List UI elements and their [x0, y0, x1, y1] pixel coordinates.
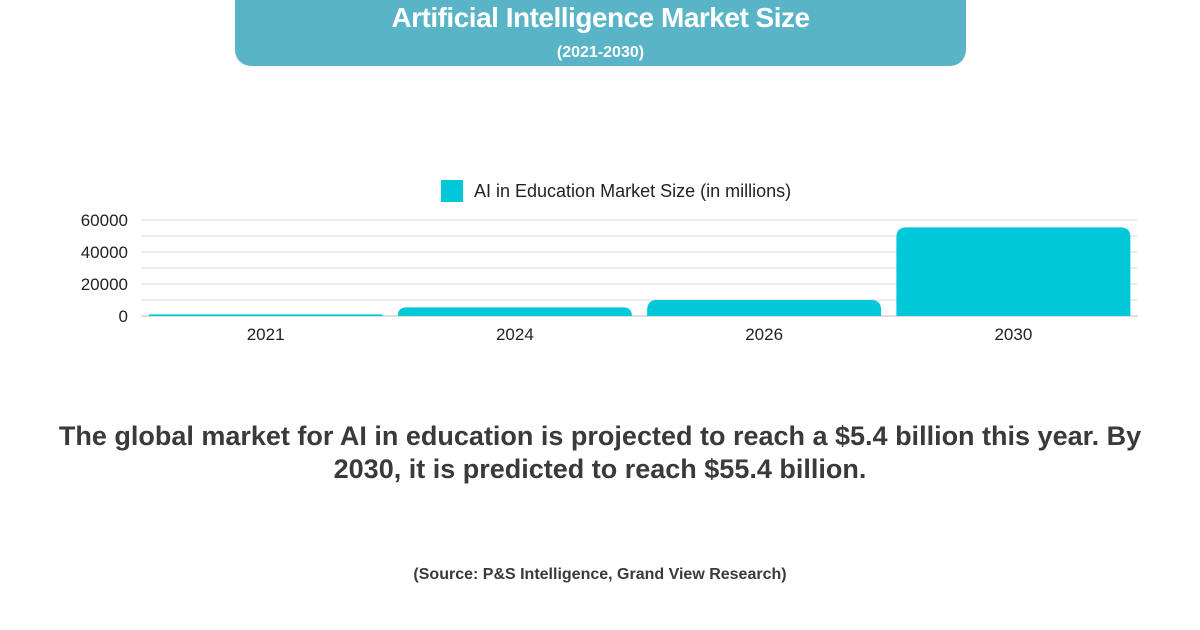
- x-tick-label: 2024: [496, 325, 534, 344]
- gridlines: [141, 219, 1138, 317]
- x-tick-label: 2026: [745, 325, 783, 344]
- bar-2024: [397, 307, 632, 316]
- y-tick-label: 0: [119, 307, 128, 326]
- header-banner: Artificial Intelligence Market Size (202…: [235, 0, 966, 66]
- page-title: Artificial Intelligence Market Size: [391, 2, 810, 33]
- x-tick-label: 2021: [247, 325, 285, 344]
- page-subtitle: (2021-2030): [556, 44, 645, 61]
- y-tick-label: 40000: [81, 243, 128, 262]
- y-axis-ticks: 0 20000 40000 60000: [81, 211, 128, 326]
- market-description: The global market for AI in education is…: [58, 421, 1142, 484]
- y-tick-label: 20000: [81, 275, 128, 294]
- legend-label: AI in Education Market Size (in millions…: [474, 181, 791, 201]
- bar-2021: [148, 314, 383, 316]
- source-citation: (Source: P&S Intelligence, Grand View Re…: [413, 566, 787, 583]
- legend-swatch: [441, 180, 463, 202]
- legend: AI in Education Market Size (in millions…: [441, 180, 791, 202]
- bars: [148, 227, 1131, 316]
- y-tick-label: 60000: [81, 211, 128, 230]
- x-tick-label: 2030: [994, 325, 1032, 344]
- bar-chart: 0 20000 40000 60000 2021 2024 2026 2030 AI in …: [81, 180, 1138, 344]
- x-axis-ticks: 2021 2024 2026 2030: [247, 325, 1033, 344]
- bar-2026: [647, 300, 882, 316]
- bar-2030: [896, 227, 1131, 316]
